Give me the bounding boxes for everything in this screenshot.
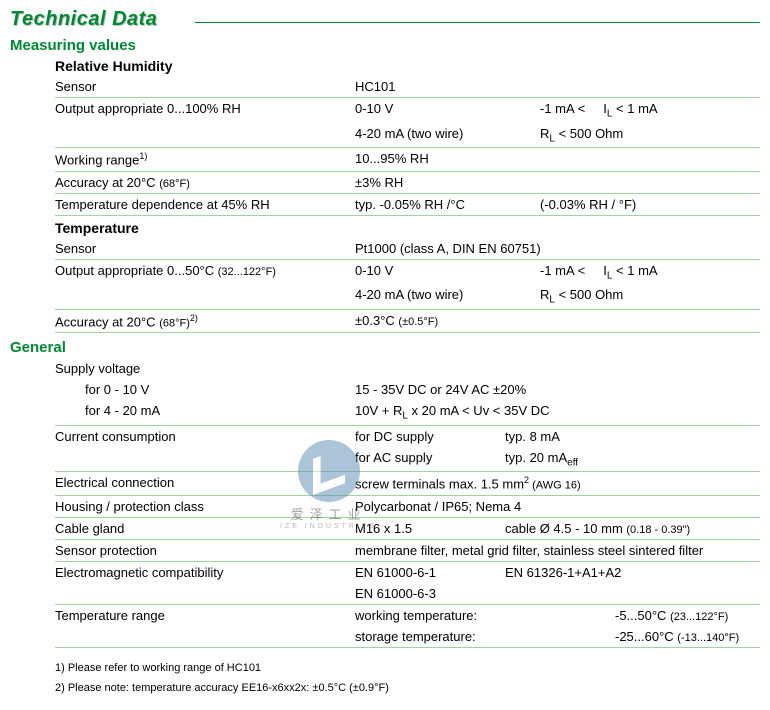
row-supply-420: for 4 - 20 mA 10V + RL x 20 mA < Uv < 35… [55,400,760,426]
subsection-temp: Temperature [10,220,760,236]
row-gland: Cable gland M16 x 1.5 cable Ø 4.5 - 10 m… [55,518,760,540]
label-supply-010: for 0 - 10 V [55,382,355,397]
value-temp-accuracy: ±0.3°C (±0.5°F) [355,313,760,329]
footnotes: 1) Please refer to working range of HC10… [10,662,760,694]
row-trange1: Temperature range working temperature:-5… [55,605,760,626]
value-emc2: EN 61326-1+A1+A2 [505,565,760,580]
label-sprot: Sensor protection [55,543,355,558]
row-rh-output1: Output appropriate 0...100% RH 0-10 V -1… [55,98,760,123]
value-trange-work: working temperature:-5...50°C (23...122°… [355,608,760,623]
row-housing: Housing / protection class Polycarbonat … [55,496,760,518]
label-rh-tdep: Temperature dependence at 45% RH [55,197,355,212]
value-elec: screw terminals max. 1.5 mm2 (AWG 16) [355,475,760,491]
row-temp-output1: Output appropriate 0...50°C (32...122°F)… [55,260,760,285]
value-rh-tdep2: (-0.03% RH / °F) [540,197,760,212]
value-trange-stor: storage temperature:-25...60°C (-13...14… [355,629,760,644]
value-temp-output2: 4-20 mA (two wire) [355,287,540,306]
row-current-ac: for AC supply typ. 20 mAeff [55,447,760,473]
page-title: Technical Data [10,8,157,31]
row-rh-range: Working range1) 10...95% RH [55,148,760,171]
row-emc2: EN 61000-6-3 [55,583,760,605]
value-sprot: membrane filter, metal grid filter, stai… [355,543,760,558]
label-temp-output: Output appropriate 0...50°C (32...122°F) [55,263,355,282]
row-supply: Supply voltage [55,358,760,379]
label-rh-accuracy: Accuracy at 20°C (68°F) [55,175,355,190]
cond-temp-output2: RL < 500 Ohm [540,287,760,306]
value-current-dc-b: typ. 8 mA [505,429,760,444]
value-supply-420: 10V + RL x 20 mA < Uv < 35V DC [355,403,760,422]
value-emc1: EN 61000-6-1 [355,565,505,580]
footnote-2: 2) Please note: temperature accuracy EE1… [55,682,760,694]
label-trange: Temperature range [55,608,355,623]
value-temp-sensor: Pt1000 (class A, DIN EN 60751) [355,241,760,256]
row-sprot: Sensor protection membrane filter, metal… [55,540,760,562]
label-blank [55,126,355,145]
subsection-rh: Relative Humidity [10,58,760,74]
row-temp-accuracy: Accuracy at 20°C (68°F)2) ±0.3°C (±0.5°F… [55,310,760,333]
footnote-1: 1) Please refer to working range of HC10… [55,662,760,674]
cond-rh-output1: -1 mA < IL < 1 mA [540,101,760,120]
label-supply: Supply voltage [55,361,355,376]
row-rh-sensor: Sensor HC101 [55,76,760,98]
row-trange2: storage temperature:-25...60°C (-13...14… [55,626,760,648]
row-supply-010: for 0 - 10 V 15 - 35V DC or 24V AC ±20% [55,379,760,400]
label-supply-420: for 4 - 20 mA [55,403,355,422]
label-temp-sensor: Sensor [55,241,355,256]
label-current: Current consumption [55,429,355,444]
value-supply-010: 15 - 35V DC or 24V AC ±20% [355,382,760,397]
section-general: General [10,339,760,356]
row-rh-output2: 4-20 mA (two wire) RL < 500 Ohm [55,123,760,149]
label-emc: Electromagnetic compatibility [55,565,355,580]
section-measuring: Measuring values [10,37,760,54]
row-current-dc: Current consumption for DC supply typ. 8… [55,426,760,447]
label-rh-sensor: Sensor [55,79,355,94]
value-rh-range: 10...95% RH [355,151,760,167]
row-elec: Electrical connection screw terminals ma… [55,472,760,495]
value-rh-output1: 0-10 V [355,101,540,120]
row-emc1: Electromagnetic compatibility EN 61000-6… [55,562,760,583]
label-housing: Housing / protection class [55,499,355,514]
value-rh-tdep1: typ. -0.05% RH /°C [355,197,540,212]
value-rh-accuracy: ±3% RH [355,175,760,190]
label-rh-output: Output appropriate 0...100% RH [55,101,355,120]
row-temp-output2: 4-20 mA (two wire) RL < 500 Ohm [55,284,760,310]
label-temp-accuracy: Accuracy at 20°C (68°F)2) [55,313,355,329]
value-rh-output2: 4-20 mA (two wire) [355,126,540,145]
label-elec: Electrical connection [55,475,355,491]
cond-temp-output1: -1 mA < IL < 1 mA [540,263,760,282]
value-temp-output1: 0-10 V [355,263,540,282]
cond-rh-output2: RL < 500 Ohm [540,126,760,145]
value-housing: Polycarbonat / IP65; Nema 4 [355,499,760,514]
value-gland2: cable Ø 4.5 - 10 mm (0.18 - 0.39") [505,521,760,536]
title-rule [195,22,760,23]
label-gland: Cable gland [55,521,355,536]
label-rh-range: Working range1) [55,151,355,167]
row-temp-sensor: Sensor Pt1000 (class A, DIN EN 60751) [55,238,760,260]
value-current-ac-a: for AC supply [355,450,505,469]
value-rh-sensor: HC101 [355,79,760,94]
value-current-dc-a: for DC supply [355,429,505,444]
label-blank [55,287,355,306]
row-rh-tdep: Temperature dependence at 45% RH typ. -0… [55,194,760,216]
value-emc3: EN 61000-6-3 [355,586,760,601]
value-current-ac-b: typ. 20 mAeff [505,450,760,469]
row-rh-accuracy: Accuracy at 20°C (68°F) ±3% RH [55,172,760,194]
value-gland1: M16 x 1.5 [355,521,505,536]
